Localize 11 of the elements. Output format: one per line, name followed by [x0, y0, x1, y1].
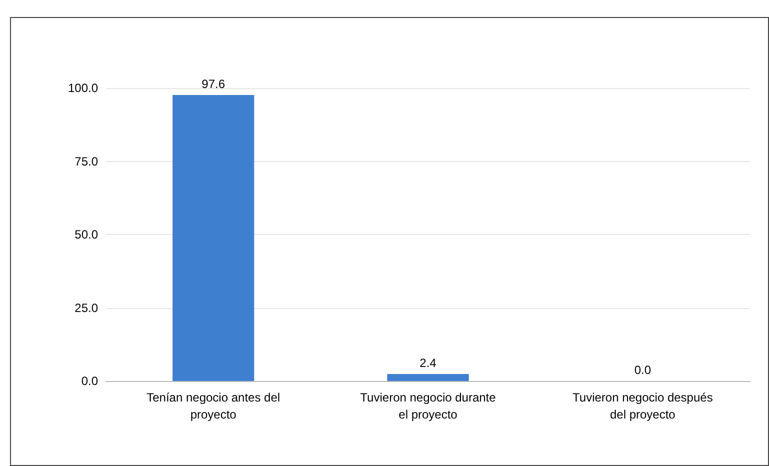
y-tick-label: 25.0: [74, 300, 98, 315]
x-tick-label: Tuvieron negocio durante el proyecto: [360, 390, 496, 422]
data-label: 0.0: [634, 363, 652, 377]
y-tick-label: 50.0: [74, 228, 98, 242]
y-tick-label: 75.0: [74, 154, 98, 168]
y-tick-label: 100.0: [68, 81, 98, 95]
data-label: 2.4: [420, 356, 437, 370]
y-tick-label: 0.0: [81, 374, 98, 388]
data-label: 97.6: [202, 77, 226, 92]
x-tick-label: Tenían negocio antes del proyecto: [146, 390, 280, 422]
x-tick-label: Tuvieron negocio después del proyecto: [572, 390, 713, 422]
